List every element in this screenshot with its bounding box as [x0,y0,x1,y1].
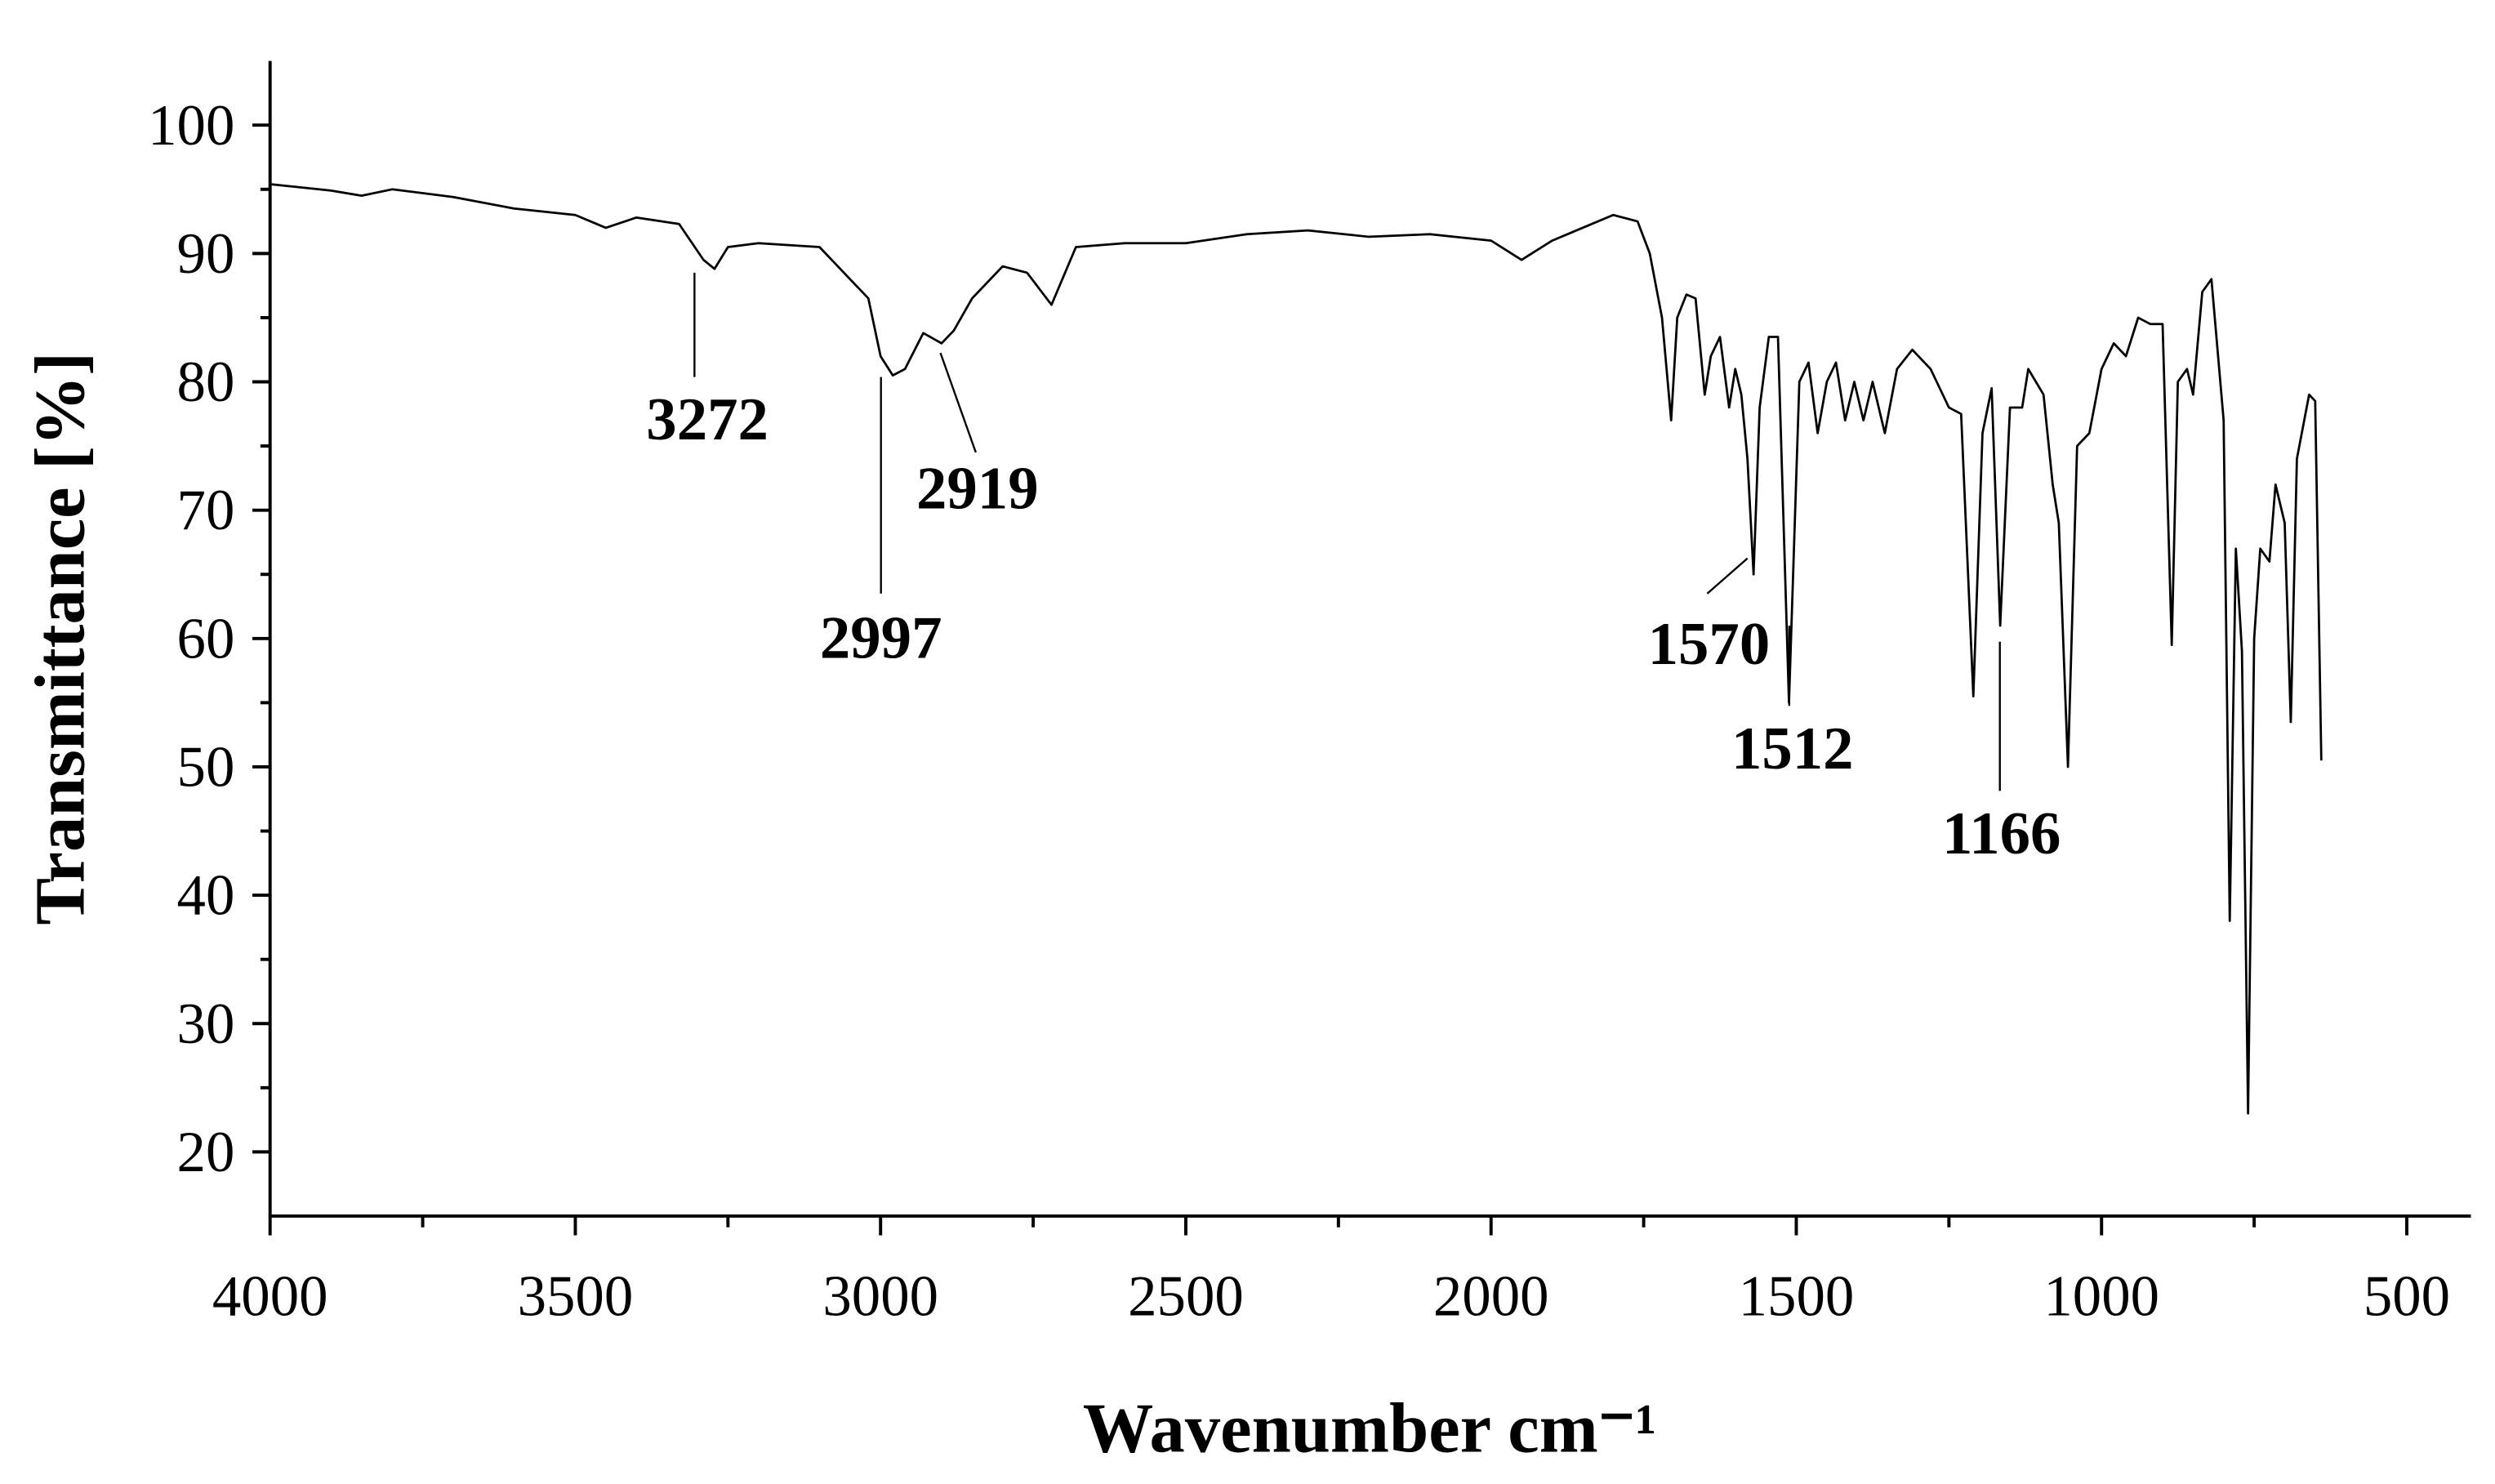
x-tick-label: 3500 [518,1265,634,1329]
x-tick-label: 3000 [822,1265,938,1329]
annotation: 2997 [820,604,942,671]
x-tick-label: 2000 [1433,1265,1549,1329]
y-axis-label: Transmittance [%] [20,352,99,925]
x-tick-label: 500 [2364,1265,2450,1329]
x-tick-label: 4000 [212,1265,328,1329]
annotation: 3272 [646,385,769,453]
annotation: 1512 [1731,715,1854,782]
y-tick-label: 80 [177,350,235,414]
x-axis-label: Wavenumber cm⁻¹ [1083,1389,1657,1468]
x-tick-label: 1500 [1739,1265,1855,1329]
x-tick-label: 1000 [2043,1265,2159,1329]
annotation: 1570 [1648,610,1771,678]
y-tick-label: 100 [148,94,234,158]
y-tick-label: 40 [177,864,235,928]
annotation: 2919 [916,455,1039,523]
annotation: 1166 [1942,800,2061,867]
y-tick-label: 30 [177,992,235,1056]
y-tick-label: 60 [177,607,235,671]
y-tick-label: 70 [177,479,235,542]
x-tick-label: 2500 [1128,1265,1244,1329]
y-tick-label: 50 [177,736,235,800]
annotation-leader [1706,557,1749,595]
annotation-leader [939,352,977,453]
y-tick-label: 90 [177,222,235,286]
spectrum-line [270,183,2323,1115]
y-tick-label: 20 [177,1121,235,1184]
